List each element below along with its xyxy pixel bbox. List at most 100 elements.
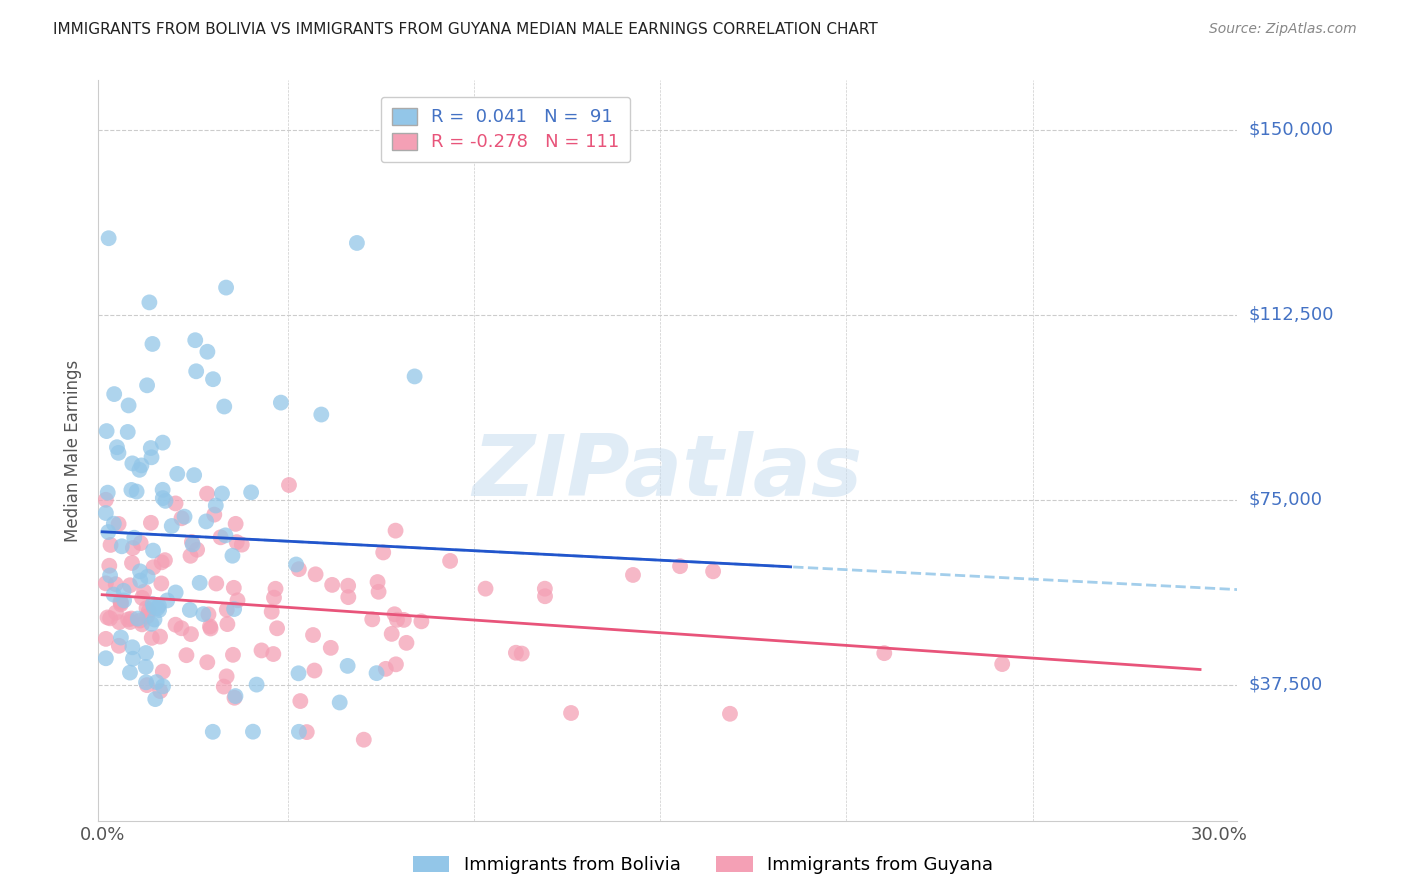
- Point: [120, 615, 142, 629]
- Point: [224, 690, 246, 705]
- Point: [215, 669, 238, 683]
- Point: [200, 622, 222, 636]
- Point: [534, 589, 557, 603]
- Point: [186, 542, 208, 557]
- Text: $112,500: $112,500: [1249, 306, 1334, 324]
- Point: [131, 617, 153, 632]
- Text: $37,500: $37,500: [1249, 676, 1323, 694]
- Point: [337, 579, 360, 593]
- Point: [165, 585, 187, 599]
- Point: [139, 516, 162, 530]
- Point: [136, 678, 159, 692]
- Point: [160, 519, 183, 533]
- Point: [141, 337, 163, 351]
- Point: [373, 545, 395, 559]
- Point: [186, 364, 208, 378]
- Point: [166, 467, 188, 481]
- Point: [353, 732, 375, 747]
- Point: [148, 599, 170, 613]
- Point: [165, 496, 187, 510]
- Point: [367, 584, 389, 599]
- Point: [142, 543, 165, 558]
- Point: [278, 478, 301, 492]
- Point: [152, 491, 174, 505]
- Point: [385, 613, 408, 627]
- Point: [222, 581, 245, 595]
- Point: [121, 456, 143, 470]
- Point: [98, 568, 121, 582]
- Point: [179, 549, 201, 563]
- Point: [221, 549, 243, 563]
- Point: [129, 614, 152, 628]
- Point: [104, 577, 127, 591]
- Point: [404, 369, 426, 384]
- Point: [195, 515, 218, 529]
- Point: [198, 619, 221, 633]
- Point: [215, 603, 238, 617]
- Point: [149, 630, 172, 644]
- Point: [125, 484, 148, 499]
- Point: [152, 483, 174, 497]
- Point: [222, 648, 245, 662]
- Point: [204, 499, 226, 513]
- Point: [288, 562, 311, 576]
- Point: [392, 613, 415, 627]
- Point: [319, 640, 342, 655]
- Point: [136, 609, 159, 624]
- Text: $75,000: $75,000: [1249, 491, 1323, 508]
- Point: [246, 677, 269, 691]
- Point: [195, 486, 218, 500]
- Point: [155, 493, 177, 508]
- Point: [112, 593, 135, 607]
- Point: [149, 684, 172, 698]
- Point: [205, 576, 228, 591]
- Point: [226, 593, 249, 607]
- Point: [366, 666, 388, 681]
- Point: [287, 666, 309, 681]
- Point: [991, 657, 1014, 671]
- Point: [180, 627, 202, 641]
- Point: [384, 524, 406, 538]
- Point: [94, 576, 117, 591]
- Point: [193, 607, 215, 621]
- Point: [337, 590, 360, 604]
- Point: [211, 486, 233, 500]
- Point: [152, 665, 174, 679]
- Point: [156, 593, 179, 607]
- Point: [117, 425, 139, 439]
- Point: [108, 615, 131, 629]
- Point: [103, 516, 125, 531]
- Point: [135, 601, 157, 615]
- Point: [242, 724, 264, 739]
- Point: [122, 651, 145, 665]
- Point: [97, 524, 120, 539]
- Text: IMMIGRANTS FROM BOLIVIA VS IMMIGRANTS FROM GUYANA MEDIAN MALE EARNINGS CORRELATI: IMMIGRANTS FROM BOLIVIA VS IMMIGRANTS FR…: [53, 22, 879, 37]
- Point: [184, 333, 207, 347]
- Point: [142, 560, 165, 574]
- Point: [117, 399, 139, 413]
- Point: [107, 446, 129, 460]
- Point: [111, 539, 134, 553]
- Point: [270, 395, 292, 409]
- Point: [143, 612, 166, 626]
- Point: [264, 582, 287, 596]
- Point: [718, 706, 741, 721]
- Point: [260, 605, 283, 619]
- Point: [110, 597, 132, 611]
- Point: [121, 556, 143, 570]
- Point: [121, 640, 143, 655]
- Point: [129, 536, 152, 550]
- Point: [212, 400, 235, 414]
- Point: [103, 387, 125, 401]
- Point: [621, 568, 644, 582]
- Point: [179, 603, 201, 617]
- Point: [290, 694, 312, 708]
- Point: [98, 558, 121, 573]
- Point: [141, 450, 163, 465]
- Point: [104, 606, 127, 620]
- Point: [118, 665, 141, 680]
- Point: [141, 616, 163, 631]
- Point: [118, 578, 141, 592]
- Point: [285, 558, 308, 572]
- Point: [214, 528, 236, 542]
